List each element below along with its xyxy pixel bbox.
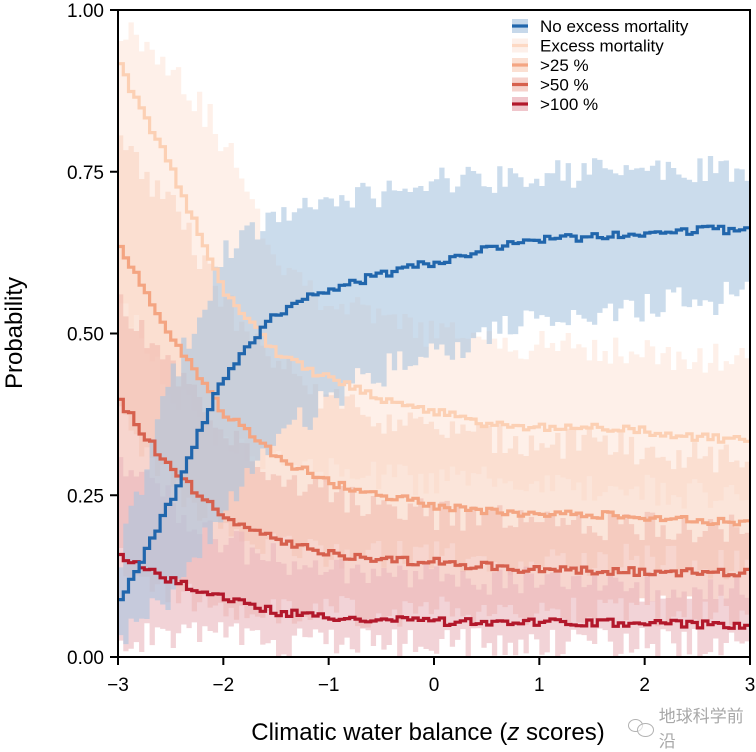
y-tick-label: 0.00 [67, 648, 104, 669]
legend-item: >100 % [512, 95, 598, 114]
y-axis-title: Probability [1, 277, 28, 389]
x-tick-label: 1 [534, 675, 545, 696]
band-no-excess-mortality [118, 156, 750, 645]
legend-label: No excess mortality [540, 17, 689, 36]
x-tick-label: −1 [318, 675, 340, 696]
legend-item: >50 % [512, 76, 589, 95]
line-excess-mortality [118, 62, 750, 444]
x-axis-title: Climatic water balance (z scores) [251, 719, 604, 746]
legend-label: >100 % [540, 95, 598, 114]
legend-label: >50 % [540, 76, 589, 95]
legend-item: No excess mortality [512, 17, 689, 36]
y-tick-label: 0.25 [67, 486, 104, 507]
band--25- [118, 135, 750, 580]
watermark-text: 地球科学前沿 [658, 707, 744, 752]
x-axis-ticks: −3 −2 −1 0 1 2 3 [107, 657, 755, 696]
band--100- [118, 457, 750, 657]
x-tick-label: −3 [107, 675, 129, 696]
series-lines [118, 62, 750, 630]
legend-item: Excess mortality [512, 37, 664, 56]
legend-label: >25 % [540, 56, 589, 75]
legend-item: >25 % [512, 56, 589, 75]
confidence-bands [118, 22, 750, 657]
x-tick-label: 2 [639, 675, 650, 696]
line--50- [118, 397, 750, 578]
line--100- [118, 552, 750, 630]
y-axis-ticks: 0.00 0.25 0.50 0.75 1.00 [67, 1, 118, 669]
x-tick-label: 3 [745, 675, 756, 696]
wechat-icon [628, 717, 654, 737]
y-tick-label: 1.00 [67, 1, 104, 22]
x-tick-label: −2 [212, 675, 234, 696]
watermark: 地球科学前沿 [628, 702, 756, 752]
y-tick-label: 0.50 [67, 325, 104, 346]
line-no-excess-mortality [118, 224, 750, 602]
x-tick-label: 0 [429, 675, 440, 696]
y-tick-label: 0.75 [67, 163, 104, 184]
line--25- [118, 244, 750, 527]
legend-label: Excess mortality [540, 37, 664, 56]
